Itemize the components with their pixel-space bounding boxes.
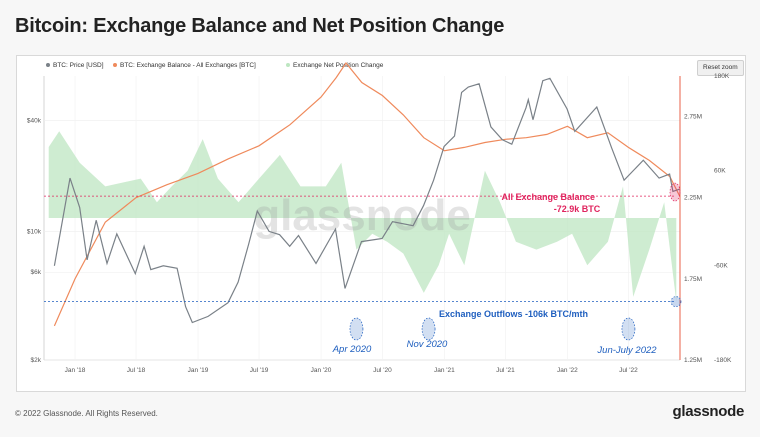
y-tick-label-balance: 2.75M	[684, 114, 702, 121]
y-tick-label-balance: 1.75M	[684, 276, 702, 283]
y-tick-label-price: $10k	[27, 228, 42, 235]
annotation-balance-title: All Exchange Balance	[501, 192, 595, 202]
series-area-netchange	[48, 131, 677, 302]
x-tick-label: Jan '21	[434, 367, 455, 374]
series-line-balance	[53, 61, 681, 327]
y-tick-label-balance: 1.25M	[684, 357, 702, 364]
legend-item-balance[interactable]: BTC: Exchange Balance - All Exchanges [B…	[113, 62, 256, 69]
annotation-apr-2020: Apr 2020	[332, 344, 372, 355]
y-tick-label-price: $2k	[31, 357, 42, 364]
x-tick-label: Jul '20	[373, 367, 392, 374]
y-tick-label-balance: 2.25M	[684, 195, 702, 202]
legend-label-netchange: Exchange Net Position Change	[293, 62, 384, 69]
legend-label-price: BTC: Price [USD]	[53, 62, 104, 69]
reset-zoom-button[interactable]: Reset zoom	[697, 60, 744, 76]
x-tick-label: Jan '19	[188, 367, 209, 374]
y-tick-label-netchange: 60K	[714, 168, 726, 175]
legend-item-netchange[interactable]: Exchange Net Position Change	[286, 62, 383, 69]
x-tick-label: Jan '20	[311, 367, 332, 374]
outflow-highlight-ellipse-jun-july-2022	[621, 317, 636, 341]
y-tick-label-netchange: -180K	[714, 357, 732, 364]
footer-brand-logo: glassnode	[672, 403, 745, 420]
y-tick-label-price: $40k	[27, 118, 42, 125]
y-tick-label-netchange: -60K	[714, 262, 728, 269]
x-tick-label: Jul '22	[619, 367, 638, 374]
legend-dot-balance-icon	[113, 63, 117, 68]
outflow-highlight-ellipse-latest	[670, 296, 682, 307]
legend-dot-netchange-icon	[286, 63, 290, 68]
x-tick-label: Jan '18	[65, 367, 86, 374]
x-tick-label: Jan '22	[557, 367, 578, 374]
x-tick-label: Jul '21	[496, 367, 515, 374]
annotation-outflows: Exchange Outflows -106k BTC/mth	[439, 309, 588, 319]
legend-label-balance: BTC: Exchange Balance - All Exchanges [B…	[120, 62, 256, 69]
footer-copyright: © 2022 Glassnode. All Rights Reserved.	[15, 409, 158, 418]
x-tick-label: Jul '19	[250, 367, 269, 374]
annotation-balance-value: -72.9k BTC	[554, 204, 601, 214]
legend-item-price[interactable]: BTC: Price [USD]	[46, 62, 104, 69]
balance-highlight-ellipse	[669, 182, 681, 202]
outflow-highlight-ellipse-nov-2020	[421, 317, 436, 341]
x-tick-label: Jul '18	[127, 367, 146, 374]
series-line-price	[53, 77, 680, 324]
outflow-highlight-ellipse-apr-2020	[349, 317, 364, 341]
watermark-text: glassnode	[253, 191, 471, 240]
annotation-nov-2020: Nov 2020	[407, 339, 448, 350]
legend-dot-price-icon	[46, 63, 50, 68]
y-tick-label-price: $6k	[31, 269, 42, 276]
y-tick-label-netchange: 180K	[714, 73, 730, 80]
page-title: Bitcoin: Exchange Balance and Net Positi…	[15, 15, 505, 37]
annotation-jun-july-2022: Jun-July 2022	[596, 345, 657, 356]
